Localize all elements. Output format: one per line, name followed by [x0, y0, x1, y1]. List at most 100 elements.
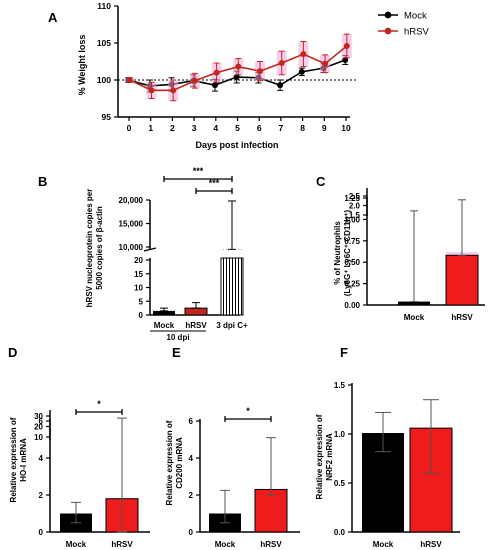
panel-b-group-label: 10 dpi	[166, 333, 189, 342]
panel-letter-d: D	[8, 345, 17, 360]
panel-c-y-tick-label: 0.00	[344, 301, 360, 310]
panel-d-ylabel-line1: Relative expression of	[9, 417, 18, 502]
panel-a-x-tick-label: 1	[148, 123, 153, 133]
panel-c-y-tick-label: 0.25	[344, 280, 360, 289]
panel-a-x-tick-label: 2	[170, 123, 175, 133]
panel-b-y-tick-label: 20	[134, 256, 143, 265]
panel-a-mock-point-marker	[212, 82, 218, 89]
panel-a-hrsv-point-marker	[300, 51, 307, 58]
panel-a-mock-point-marker	[342, 57, 349, 64]
panel-a-hrsv-point-marker	[322, 60, 329, 67]
panel-b-x-tick-label: 3 dpi C+	[216, 321, 248, 330]
panel-b-axis-break	[143, 247, 157, 252]
panel-b-bar-mock	[153, 310, 175, 315]
panel-f-y-tick-label: 1.5	[334, 381, 346, 390]
panel-b-bar-hrsv	[184, 307, 208, 316]
panel-a-x-tick-label: 7	[279, 123, 284, 133]
panel-f-ylabel-line1: Relative expression of	[315, 414, 324, 499]
panel-b-y-tick-label: 15	[134, 270, 143, 279]
panel-c-x-tick-label: hRSV	[451, 313, 473, 322]
panel-e-y-tick-label: 2	[189, 491, 194, 500]
panel-f-y-tick-label: 0.5	[334, 479, 346, 488]
panel-a-hrsv-point-marker	[191, 77, 198, 84]
panel-c-y-tick-label: 0.75	[344, 237, 360, 246]
panel-a-y-tick-label: 105	[97, 38, 111, 48]
panel-d-y-tick-label: 20	[34, 423, 43, 432]
panel-letter-e: E	[172, 345, 181, 360]
panel-f-ylabel-line2: NRF2 mRNA	[325, 433, 334, 481]
panel-letter-f: F	[340, 345, 348, 360]
panel-a-x-tick-label: 4	[213, 123, 218, 133]
panel-e-ylabel-line1: Relative expression of	[165, 420, 174, 505]
panel-a-x-tick-label: 9	[322, 123, 327, 133]
panel-d-ylabel-line2: HO-I mRNA	[19, 438, 28, 482]
panel-d-y-tick-label: 30	[34, 412, 43, 421]
panel-letter-c: C	[316, 174, 326, 189]
panel-c-bar-hrsv	[445, 254, 479, 306]
panel-e-y-tick-label: 0	[189, 528, 194, 537]
panel-c-y-tick-label: 2.0	[349, 202, 361, 211]
panel-a-x-tick-label: 6	[257, 123, 262, 133]
legend-mock-marker	[384, 11, 392, 19]
panel-a-hrsv-point-marker	[170, 87, 177, 94]
panel-b-y-tick-label: 20,000	[119, 196, 144, 205]
panel-e-significance-label: *	[246, 406, 250, 416]
panel-c-ylabel-line1: % of Neutrophils	[333, 221, 342, 285]
panel-d-y-tick-label: 10	[34, 433, 43, 442]
panel-e-y-tick-label: 6	[189, 417, 194, 426]
panel-a-y-tick-label: 100	[97, 75, 111, 85]
panel-a-mock-point-marker	[277, 82, 284, 89]
panel-e-x-tick-label: Mock	[215, 540, 236, 549]
panel-c-y-tick-label: 1.25	[344, 194, 360, 203]
panel-c-y-tick-label: 1.5	[349, 211, 361, 220]
panel-b-y-tick-label: 5	[139, 297, 144, 306]
panel-letter-a: A	[48, 10, 58, 25]
panel-b-y-tick-label: 15,000	[119, 220, 144, 229]
panel-f-x-tick-label: Mock	[373, 540, 394, 549]
panel-f-y-tick-label: 0.0	[334, 528, 346, 537]
panel-a-hrsv-point-marker	[213, 69, 220, 76]
panel-a-mock-point-marker	[298, 68, 305, 75]
panel-a-ylabel: % Weight loss	[77, 35, 87, 96]
panel-d-y-tick-label: 2	[39, 491, 44, 500]
panel-a-x-tick-label: 8	[300, 123, 305, 133]
panel-c-y-tick-label: 1.00	[344, 215, 360, 224]
panel-d-x-tick-label: Mock	[66, 540, 87, 549]
panel-a-x-tick-label: 0	[127, 123, 132, 133]
legend: Mock hRSV	[378, 11, 429, 38]
panel-d-significance-label: *	[97, 399, 101, 409]
panel-b-significance-hrsv-label: ***	[209, 178, 220, 188]
panel-d-y-tick-label: 6	[39, 417, 44, 426]
panel-b-y-tick-label: 10	[134, 284, 143, 293]
panel-f-x-tick-label: hRSV	[420, 540, 442, 549]
panel-a-y-tick-label: 110	[97, 1, 111, 11]
panel-a-y-tick-label: 95	[102, 112, 112, 122]
panel-b-significance-mock-label: ***	[193, 166, 204, 176]
panel-a-xlabel: Days post infection	[195, 140, 278, 150]
panel-c-ylabel-line2: (Ly6G⁺ Ly6C⁺ CD11b⁺)	[343, 210, 352, 297]
panel-e-ylabel-line2: CD200 mRNA	[175, 437, 184, 489]
panel-a-x-tick-label: 3	[192, 123, 197, 133]
legend-hrsv-marker	[384, 27, 392, 35]
panel-c-bar-mock	[398, 301, 430, 305]
panel-a-x-tick-label: 5	[235, 123, 240, 133]
panel-a-hrsv-point-marker	[257, 68, 263, 75]
panel-b-x-tick-label: hRSV	[185, 321, 207, 330]
panel-b-ylabel-line1: hRSV nucleoprotein copies per	[85, 189, 94, 308]
panel-d-x-tick-label: hRSV	[111, 540, 133, 549]
panel-letter-b: B	[38, 174, 47, 189]
panel-d-y-tick-label: 4	[39, 454, 44, 463]
panel-d-y-tick-label: 0	[39, 528, 44, 537]
panel-c-y-tick-label: 2.5	[349, 192, 361, 201]
panel-a-x-tick-label: 10	[341, 123, 351, 133]
panel-c-y-tick-label: 0.50	[344, 258, 360, 267]
legend-hrsv-label: hRSV	[404, 27, 429, 38]
panel-a-hrsv-point-marker	[126, 77, 133, 83]
panel-a-hrsv-point-marker	[278, 59, 285, 66]
panel-c-x-tick-label: Mock	[404, 313, 425, 322]
panel-e-bar-hrsv	[254, 488, 288, 533]
panel-a-hrsv-point-marker	[148, 87, 155, 94]
panel-a-mock-point-marker	[233, 74, 240, 81]
panel-e-x-tick-label: hRSV	[260, 540, 282, 549]
